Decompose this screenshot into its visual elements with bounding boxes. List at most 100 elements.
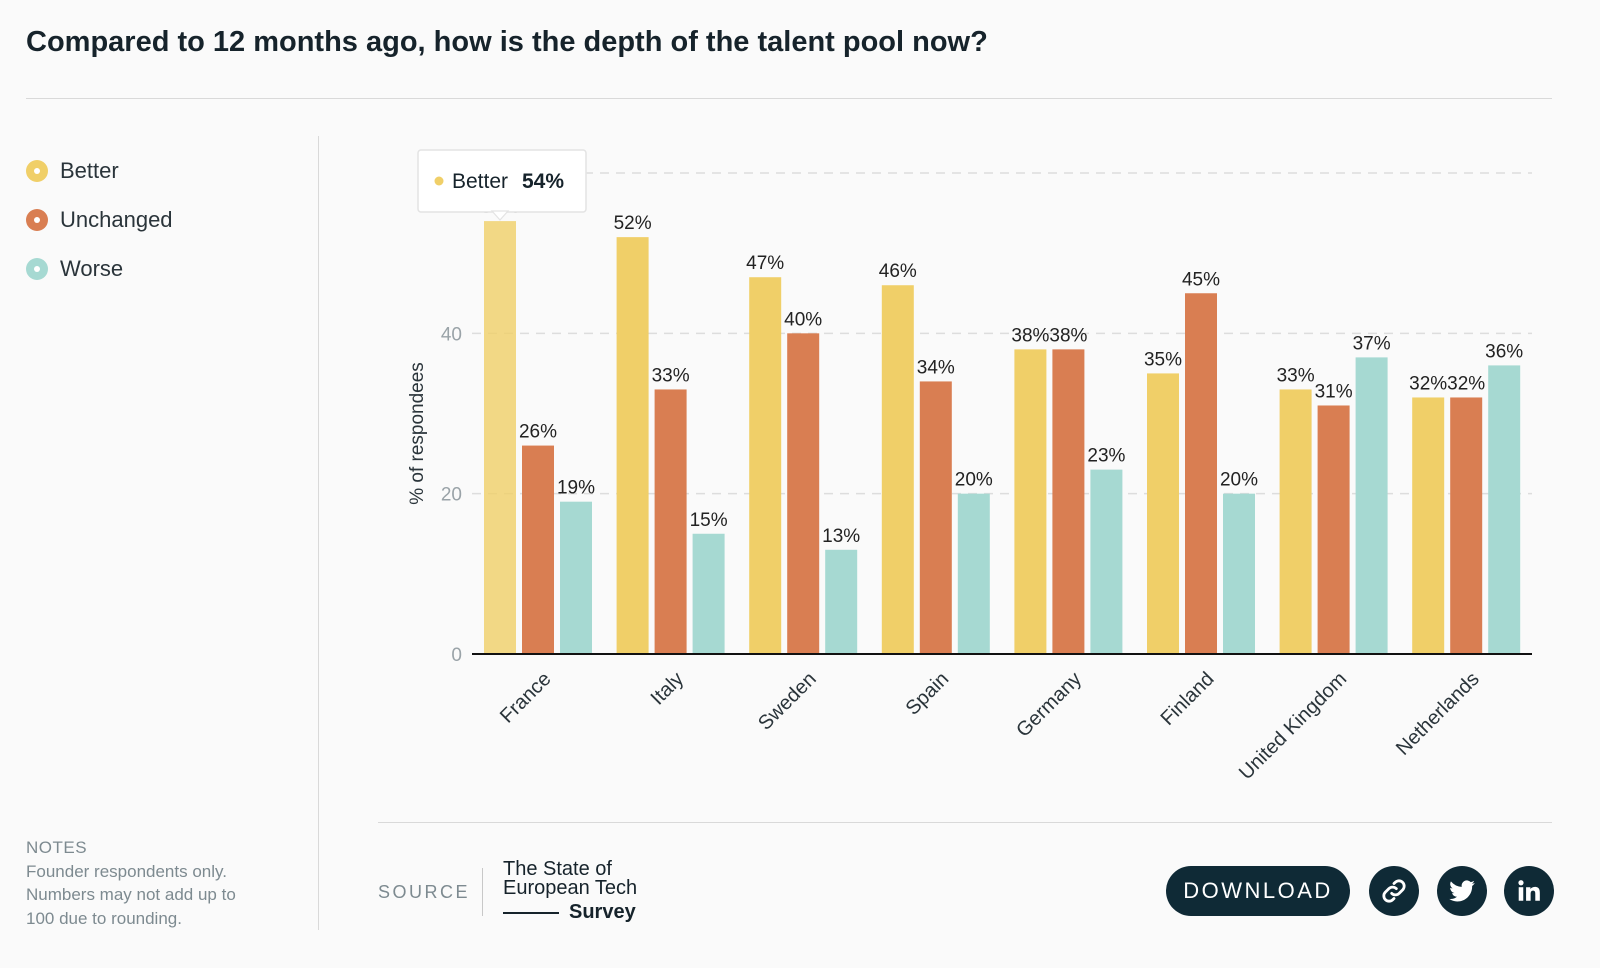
bar-better — [1412, 397, 1445, 654]
bar-unchanged — [522, 445, 554, 654]
data-label: 31% — [1315, 381, 1353, 402]
legend-dot-better — [26, 159, 48, 182]
bar-unchanged — [787, 333, 820, 654]
bar-better — [1014, 349, 1047, 654]
x-tick-label: France — [496, 668, 556, 728]
linkedin-share-button[interactable] — [1504, 866, 1554, 916]
notes-line: Founder respondents only. — [26, 861, 227, 881]
brand-line: The State of — [503, 858, 612, 880]
tooltip-series: Better — [452, 170, 508, 193]
bar-better — [484, 221, 516, 654]
data-label: 35% — [1144, 349, 1182, 370]
bar-better — [749, 277, 782, 654]
x-tick-label: Italy — [647, 668, 688, 709]
bar-worse — [560, 501, 592, 654]
x-tick-label: Germany — [1012, 668, 1086, 742]
data-label: 20% — [955, 470, 993, 491]
tooltip: Better 54% — [417, 149, 587, 221]
sidebar: Better Unchanged Worse NOTES Founder res… — [0, 100, 318, 930]
data-label: 37% — [1353, 333, 1391, 354]
bar-unchanged — [1450, 397, 1483, 654]
bar-unchanged — [1185, 293, 1217, 654]
y-tick-label: 20 — [441, 485, 462, 506]
data-label: 15% — [690, 510, 728, 531]
y-axis-label: % of respondees — [407, 362, 428, 505]
data-label: 36% — [1485, 341, 1523, 362]
brand-line: European Tech — [503, 877, 638, 899]
notes-heading: NOTES — [26, 838, 88, 857]
footer-divider — [378, 822, 1552, 823]
bar-worse — [1090, 469, 1123, 654]
data-label: 26% — [519, 422, 557, 443]
data-label: 40% — [784, 309, 822, 330]
y-tick-label: 40 — [441, 324, 462, 345]
data-label: 13% — [822, 526, 860, 547]
download-button[interactable]: DOWNLOAD — [1166, 866, 1350, 916]
source-brand[interactable]: The State of European Tech Survey — [503, 858, 638, 924]
data-label: 33% — [652, 365, 690, 386]
bar-worse — [1488, 365, 1521, 654]
chart-title: Compared to 12 months ago, how is the de… — [26, 26, 988, 58]
tooltip-pointer — [490, 210, 510, 221]
bar-better — [1279, 389, 1312, 654]
data-label: 23% — [1087, 446, 1125, 467]
chart-area: 0204060% of respondees54%26%19%France52%… — [320, 100, 1600, 820]
bar-worse — [825, 549, 858, 654]
legend-item-better[interactable]: Better — [26, 146, 173, 195]
y-tick-label: 0 — [451, 645, 462, 666]
data-label: 32% — [1409, 373, 1447, 394]
x-tick-label: Finland — [1157, 668, 1219, 730]
notes-line: 100 due to rounding. — [26, 908, 182, 928]
bar-unchanged — [654, 389, 687, 654]
bar-unchanged — [919, 381, 952, 654]
data-label: 19% — [557, 478, 595, 499]
data-label: 46% — [879, 261, 917, 282]
bar-better — [1147, 373, 1179, 654]
data-label: 32% — [1447, 373, 1485, 394]
data-label: 52% — [614, 213, 652, 234]
legend-item-worse[interactable]: Worse — [26, 244, 173, 293]
data-label: 38% — [1011, 325, 1049, 346]
bar-better — [881, 285, 914, 654]
legend-dot-worse — [26, 257, 48, 280]
twitter-icon — [1449, 880, 1475, 902]
data-label: 34% — [917, 357, 955, 378]
legend: Better Unchanged Worse — [26, 146, 173, 293]
bar-worse — [1355, 357, 1388, 654]
notes-line: Numbers may not add up to — [26, 885, 236, 904]
bar-chart: 0204060% of respondees54%26%19%France52%… — [407, 149, 1532, 784]
x-tick-label: Sweden — [754, 668, 821, 735]
link-icon — [1382, 879, 1406, 903]
brand-line: Survey — [569, 901, 636, 923]
bar-better — [616, 237, 649, 654]
bar-unchanged — [1052, 349, 1085, 654]
twitter-share-button[interactable] — [1437, 866, 1487, 916]
bar-worse — [1223, 493, 1255, 654]
linkedin-icon — [1518, 880, 1540, 901]
data-label: 33% — [1277, 365, 1315, 386]
legend-label: Worse — [60, 255, 124, 281]
bar-unchanged — [1317, 405, 1350, 654]
bar-worse — [692, 533, 725, 654]
sidebar-divider — [318, 136, 319, 930]
tooltip-value: 54% — [522, 170, 564, 193]
data-label: 20% — [1220, 470, 1258, 491]
brand-rule — [503, 911, 559, 914]
legend-dot-unchanged — [26, 208, 48, 231]
bar-worse — [957, 493, 990, 654]
brand-row: Survey — [503, 901, 637, 924]
source-separator — [482, 868, 483, 916]
source-label: SOURCE — [378, 882, 471, 902]
data-label: 45% — [1182, 269, 1220, 290]
x-tick-label: Netherlands — [1392, 668, 1484, 760]
data-label: 47% — [746, 253, 784, 274]
legend-item-unchanged[interactable]: Unchanged — [26, 195, 173, 244]
x-tick-label: Spain — [902, 668, 954, 720]
data-label: 38% — [1049, 325, 1087, 346]
legend-label: Unchanged — [60, 206, 173, 232]
tooltip-dot — [434, 176, 444, 186]
copy-link-button[interactable] — [1369, 866, 1419, 916]
notes: NOTES Founder respondents only. Numbers … — [26, 836, 236, 930]
title-divider — [26, 98, 1552, 99]
legend-label: Better — [60, 157, 119, 183]
